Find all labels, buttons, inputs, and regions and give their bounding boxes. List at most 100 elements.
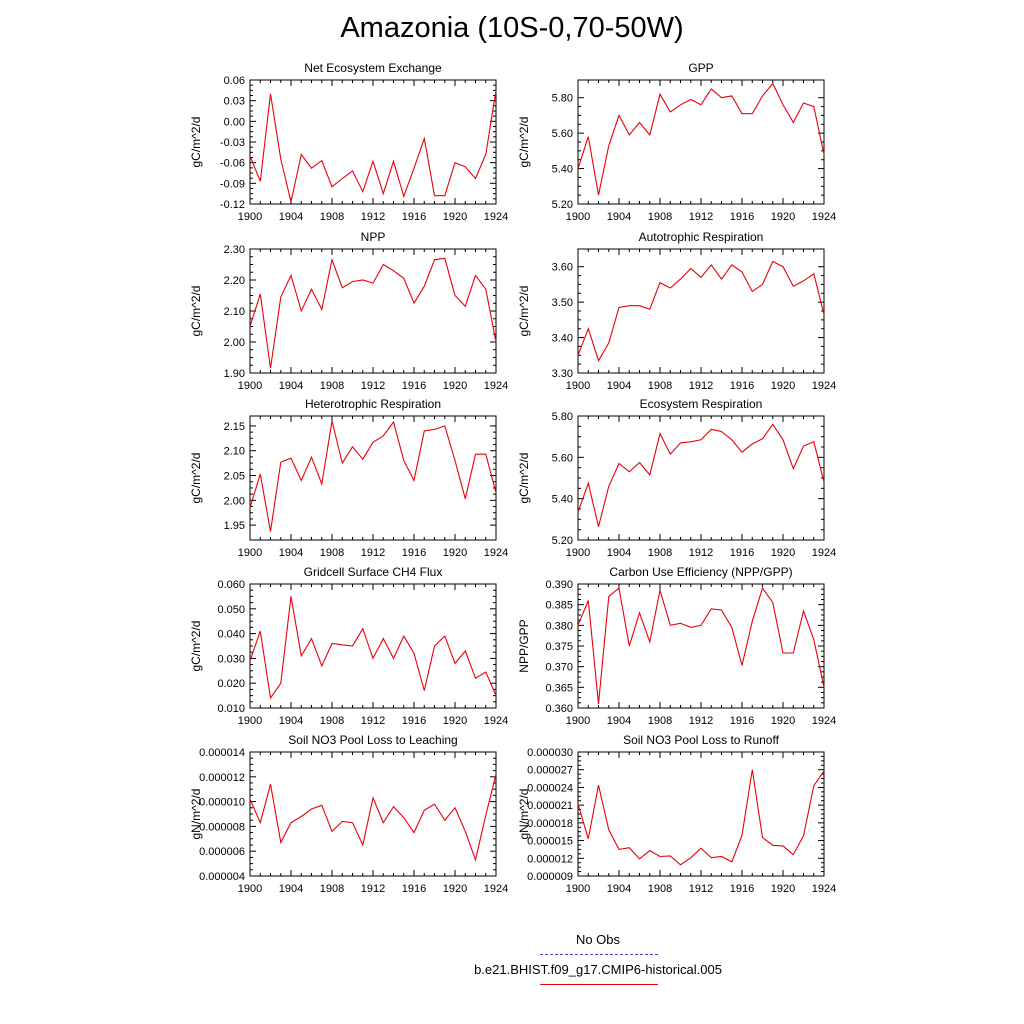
x-tick-label: 1904 — [607, 547, 631, 559]
y-tick-label: 5.60 — [552, 452, 573, 464]
x-tick-label: 1904 — [279, 715, 303, 727]
x-tick-label: 1900 — [238, 211, 262, 223]
y-tick-label: -0.03 — [220, 137, 245, 149]
series-line — [249, 596, 497, 700]
x-tick-label: 1908 — [320, 883, 344, 895]
series-line — [577, 260, 825, 362]
y-tick-label: 0.000012 — [527, 853, 573, 865]
y-tick-label: -0.12 — [220, 199, 245, 211]
y-tick-label: 2.30 — [224, 244, 245, 256]
x-tick-label: 1924 — [812, 715, 836, 727]
chart-panel-10: Soil NO3 Pool Loss to RunoffgN/m^2/d0.00… — [517, 733, 836, 895]
x-tick-label: 1920 — [771, 883, 795, 895]
x-tick-label: 1904 — [279, 211, 303, 223]
x-tick-label: 1924 — [484, 380, 508, 392]
chart-title: Heterotrophic Respiration — [305, 397, 441, 411]
legend-obs-label: No Obs — [575, 932, 621, 947]
x-tick-label: 1924 — [484, 211, 508, 223]
x-tick-label: 1916 — [402, 715, 426, 727]
plot-frame — [577, 583, 825, 709]
chart-title: Net Ecosystem Exchange — [304, 61, 442, 75]
plot-frame — [577, 751, 825, 877]
chart-title: Ecosystem Respiration — [640, 397, 763, 411]
x-tick-label: 1920 — [443, 715, 467, 727]
x-tick-label: 1908 — [320, 211, 344, 223]
y-tick-label: 0.010 — [217, 703, 245, 715]
x-tick-label: 1900 — [238, 547, 262, 559]
chart-title: NPP — [361, 230, 386, 244]
y-tick-label: 2.20 — [224, 275, 245, 287]
x-tick-label: 1904 — [607, 715, 631, 727]
x-tick-label: 1900 — [566, 715, 590, 727]
y-tick-label: 2.05 — [224, 471, 245, 483]
chart-panel-5: Heterotrophic Respiration gC/m^2/d 2.15 2.1… — [189, 397, 508, 559]
x-tick-label: 1924 — [812, 547, 836, 559]
y-tick-label: 3.40 — [552, 333, 573, 345]
y-tick-label: 1.95 — [224, 520, 245, 532]
y-axis-label: gN/m^2/d — [517, 789, 531, 840]
y-tick-label: 0.000006 — [199, 846, 245, 858]
series-line — [249, 90, 497, 203]
x-tick-label: 1908 — [648, 715, 672, 727]
y-tick-label: 0.000009 — [527, 871, 573, 883]
y-tick-label: 0.03 — [224, 96, 245, 108]
y-tick-label: 0.000008 — [199, 821, 245, 833]
y-tick-label: 0.370 — [545, 662, 573, 674]
y-tick-label: 2.10 — [224, 306, 245, 318]
x-tick-label: 1912 — [689, 883, 713, 895]
x-tick-label: 1920 — [771, 547, 795, 559]
y-tick-label: 5.40 — [552, 494, 573, 506]
x-tick-label: 1920 — [771, 211, 795, 223]
legend: No Obs b.e21.BHIST.f09_g17.CMIP6-histori… — [0, 928, 1024, 1018]
x-tick-label: 1916 — [402, 547, 426, 559]
x-tick-label: 1900 — [566, 547, 590, 559]
chart-panel-4: Autotrophic Respiration gC/m^2/d 3.60 3.50 3… — [517, 230, 836, 392]
chart-title: Soil NO3 Pool Loss to Leaching — [288, 733, 457, 747]
y-tick-label: 3.50 — [552, 297, 573, 309]
x-tick-label: 1904 — [607, 883, 631, 895]
x-tick-label: 1920 — [443, 883, 467, 895]
x-tick-label: 1916 — [402, 211, 426, 223]
y-tick-label: 0.000004 — [199, 871, 245, 883]
x-tick-label: 1900 — [566, 883, 590, 895]
plot-frame — [249, 248, 497, 374]
y-tick-label: 0.000021 — [527, 800, 573, 812]
y-tick-label: 0.000015 — [527, 836, 573, 848]
x-tick-label: 1912 — [689, 547, 713, 559]
y-tick-label: 0.380 — [545, 620, 573, 632]
x-tick-label: 1908 — [648, 211, 672, 223]
y-tick-label: 1.90 — [224, 368, 245, 380]
x-tick-label: 1912 — [361, 380, 385, 392]
y-tick-label: 0.385 — [545, 600, 573, 612]
x-tick-label: 1916 — [402, 380, 426, 392]
x-tick-label: 1924 — [484, 883, 508, 895]
x-tick-label: 1900 — [238, 883, 262, 895]
y-tick-label: 5.80 — [552, 93, 573, 105]
y-tick-label: 0.360 — [545, 703, 573, 715]
y-axis-label: gC/m^2/d — [517, 286, 531, 337]
y-tick-label: 0.060 — [217, 579, 245, 591]
y-tick-label: 0.000024 — [527, 782, 573, 794]
plot-frame — [577, 248, 825, 374]
y-axis-label: gC/m^2/d — [189, 286, 203, 337]
x-tick-label: 1912 — [689, 211, 713, 223]
page-title: Amazonia (10S-0,70-50W) — [340, 12, 684, 44]
y-tick-label: 5.20 — [552, 535, 573, 547]
x-tick-label: 1912 — [361, 211, 385, 223]
y-axis-label: gC/m^2/d — [189, 453, 203, 504]
x-tick-label: 1904 — [279, 547, 303, 559]
y-tick-label: 0.375 — [545, 641, 573, 653]
chart-panel-1: Net Ecosystem Exchange gC/m^2/d 0.06 0.03 0.… — [189, 61, 508, 223]
x-tick-label: 1920 — [443, 380, 467, 392]
y-tick-label: 5.60 — [552, 128, 573, 140]
x-tick-label: 1916 — [730, 715, 754, 727]
y-tick-label: 0.030 — [217, 653, 245, 665]
chart-panel-9: Soil NO3 Pool Loss to LeachinggN/m^2/d0.… — [189, 733, 508, 895]
y-tick-label: 0.00 — [224, 116, 245, 128]
x-tick-label: 1920 — [443, 211, 467, 223]
x-tick-label: 1900 — [238, 715, 262, 727]
plot-frame — [249, 415, 497, 541]
